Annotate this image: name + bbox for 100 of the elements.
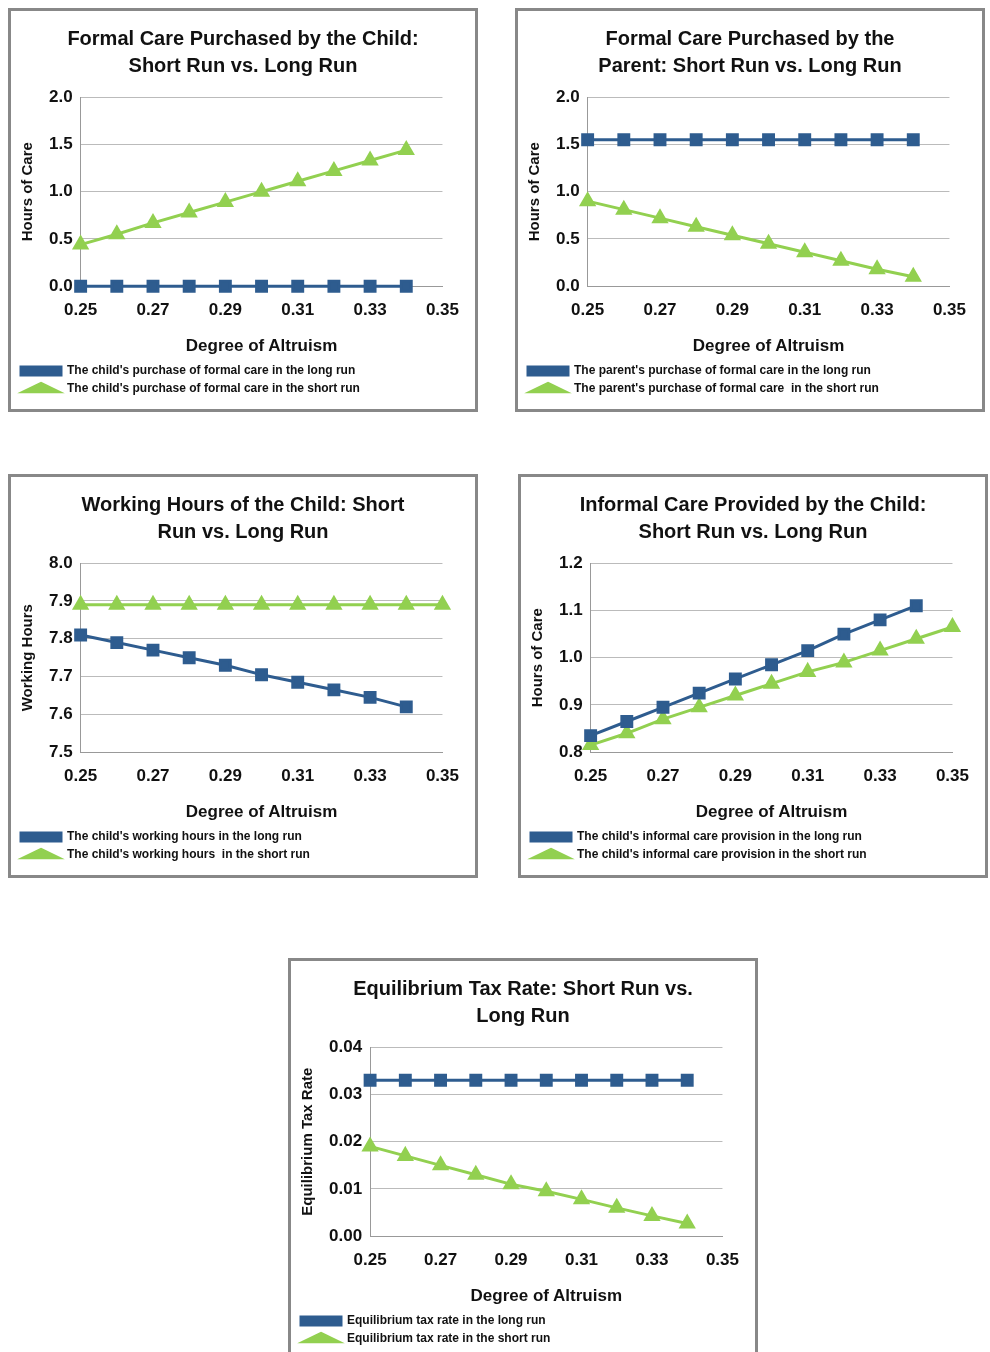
- point: [397, 1147, 413, 1161]
- point: [146, 279, 160, 293]
- point: [398, 1073, 412, 1087]
- x-tick-label: 0.35: [425, 300, 459, 320]
- x-tick-label: 0.27: [646, 766, 680, 786]
- chart-title: Formal Care Purchased by the Child: Short Run vs. Long Run: [66, 26, 420, 78]
- x-tick-label: 0.33: [353, 766, 387, 786]
- point: [398, 141, 414, 156]
- x-axis-title: Degree of Altruism: [692, 336, 845, 356]
- point: [504, 1073, 518, 1087]
- legend-label: The child's purchase of formal care in the long run: [67, 363, 356, 378]
- point: [291, 279, 305, 293]
- point: [679, 1214, 695, 1229]
- x-tick-label: 0.25: [571, 300, 605, 320]
- point: [539, 1073, 553, 1087]
- point: [363, 279, 377, 293]
- x-tick-label: 0.29: [494, 1250, 528, 1270]
- y-tick-label: 1.0: [555, 181, 580, 201]
- point: [837, 627, 851, 641]
- y-axis-title: Hours of Care: [525, 142, 543, 242]
- point: [255, 668, 268, 682]
- point: [469, 1073, 483, 1087]
- chart-title: Working Hours of the Child: Short Run vs. Long Run: [80, 492, 406, 544]
- x-axis-title: Degree of Altruism: [185, 336, 338, 356]
- point: [575, 1073, 588, 1087]
- x-tick-label: 0.29: [715, 300, 749, 320]
- x-tick-label: 0.31: [281, 300, 315, 320]
- point: [836, 653, 852, 668]
- x-tick-label: 0.33: [863, 766, 897, 786]
- x-tick-label: 0.33: [353, 300, 387, 320]
- point: [909, 599, 923, 613]
- x-tick-label: 0.31: [791, 766, 825, 786]
- point: [145, 596, 161, 610]
- y-tick-label: 0.01: [328, 1178, 363, 1198]
- point: [74, 628, 88, 642]
- x-tick-label: 0.31: [564, 1250, 599, 1270]
- legend-label: The parent's purchase of formal care in the short run: [574, 381, 879, 396]
- point: [873, 613, 887, 627]
- x-axis-title: Degree of Altruism: [185, 802, 338, 822]
- legend-label: The child's informal care provision in the long run: [577, 829, 862, 844]
- y-tick-label: 0.04: [328, 1036, 363, 1056]
- y-tick-label: 1.0: [48, 181, 73, 201]
- x-tick-label: 0.29: [208, 766, 242, 786]
- point: [617, 133, 631, 147]
- legend-label: The child's informal care provision in the short run: [577, 847, 867, 862]
- point: [725, 133, 739, 147]
- legend-label: The child's working hours in the short run: [67, 847, 310, 862]
- point: [609, 1199, 625, 1213]
- y-tick-label: 0.5: [555, 228, 580, 248]
- y-axis-title: Hours of Care: [528, 608, 546, 708]
- point: [291, 675, 305, 689]
- legend-label: The child's purchase of formal care in the short run: [67, 381, 360, 396]
- legend-label: The parent's purchase of formal care in the long run: [574, 363, 871, 378]
- chart-title: Formal Care Purchased by the Parent: Short Run vs. Long Run: [597, 26, 903, 78]
- point: [644, 1207, 660, 1221]
- point: [573, 1190, 590, 1205]
- y-tick-label: 7.9: [48, 590, 73, 610]
- x-tick-label: 0.27: [424, 1250, 458, 1270]
- point: [760, 235, 777, 249]
- x-tick-label: 0.25: [574, 766, 608, 786]
- x-tick-label: 0.35: [932, 300, 966, 320]
- y-tick-label: 8.0: [48, 552, 73, 572]
- y-tick-label: 7.7: [48, 666, 73, 686]
- point: [433, 1156, 449, 1171]
- y-tick-label: 7.6: [48, 704, 73, 724]
- y-tick-label: 0.5: [48, 228, 73, 248]
- point: [870, 133, 884, 147]
- y-tick-label: 0.8: [558, 741, 583, 761]
- point: [584, 729, 598, 743]
- point: [653, 133, 667, 147]
- point: [691, 698, 707, 713]
- point: [362, 596, 378, 610]
- legend-label: Equilibrium tax rate in the short run: [347, 1331, 551, 1346]
- y-tick-label: 7.8: [48, 628, 73, 648]
- point: [181, 203, 197, 218]
- point: [434, 1073, 448, 1087]
- y-tick-label: 0.03: [328, 1084, 363, 1104]
- point: [74, 279, 88, 293]
- y-tick-label: 1.0: [558, 647, 583, 667]
- point: [906, 133, 920, 147]
- point: [253, 596, 270, 610]
- point: [109, 225, 125, 240]
- point: [869, 260, 885, 275]
- point: [688, 218, 704, 232]
- point: [872, 642, 888, 656]
- point: [217, 596, 233, 610]
- point: [616, 201, 632, 215]
- x-tick-label: 0.27: [136, 766, 170, 786]
- point: [109, 596, 125, 610]
- point: [399, 700, 413, 714]
- point: [908, 630, 924, 644]
- point: [905, 268, 921, 282]
- point: [326, 596, 342, 610]
- point: [727, 687, 743, 701]
- point: [834, 133, 848, 147]
- point: [218, 279, 232, 293]
- point: [763, 675, 780, 689]
- point: [468, 1166, 484, 1180]
- x-tick-label: 0.27: [643, 300, 677, 320]
- point: [363, 690, 377, 704]
